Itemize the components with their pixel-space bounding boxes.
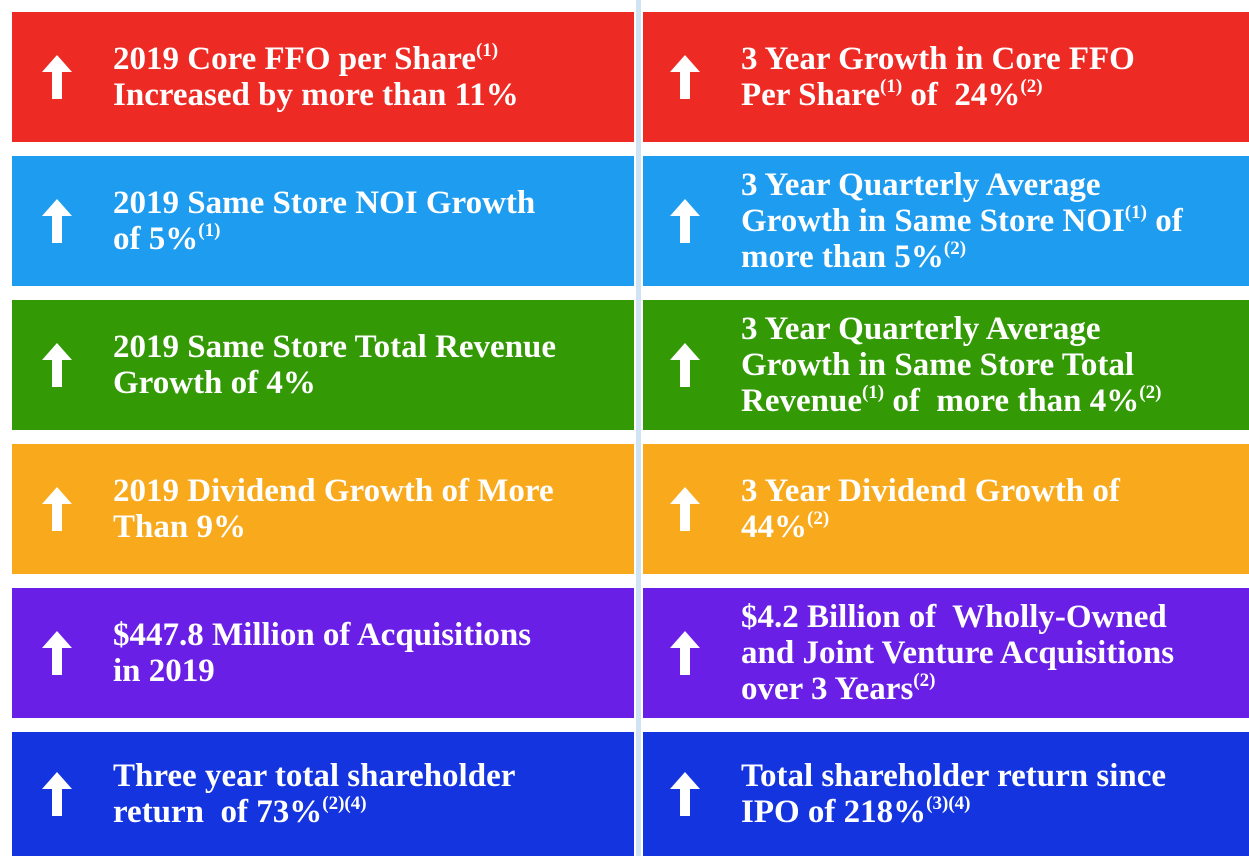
footnote-ref: (1) (198, 220, 221, 241)
text: 3 Year Quarterly Average (741, 311, 1101, 347)
text: $4.2 Billion of Wholly-Owned (741, 599, 1167, 635)
text-line: 3 Year Quarterly Average (741, 167, 1249, 203)
text-line: 3 Year Growth in Core FFO (741, 41, 1249, 77)
up-arrow-icon (670, 55, 700, 99)
footnote-ref: (1) (1124, 202, 1147, 223)
text: 2019 Same Store Total Revenue (113, 329, 557, 365)
text: 2019 Same Store NOI Growth (113, 185, 536, 221)
text-line: return of 73%(2)(4) (113, 794, 634, 830)
text-line: Per Share(1) of 24%(2) (741, 77, 1249, 113)
up-arrow-icon (670, 631, 700, 675)
text: Revenue (741, 383, 862, 419)
text-line: Increased by more than 11% (113, 77, 634, 113)
text: return of 73% (113, 794, 323, 830)
text: Growth in Same Store Total (741, 347, 1134, 383)
text-line: 2019 Core FFO per Share(1) (113, 41, 634, 77)
text: of 5% (113, 221, 199, 257)
text: and Joint Venture Acquisitions (741, 635, 1175, 671)
text: of (1146, 203, 1183, 239)
text-line: more than 5%(2) (741, 239, 1249, 275)
text-line: Growth in Same Store NOI(1) of (741, 203, 1249, 239)
text: of 24% (902, 77, 1021, 113)
text: $447.8 Million of Acquisitions (113, 617, 532, 653)
text-line: Than 9% (113, 509, 634, 545)
footnote-ref: (2) (1020, 76, 1043, 97)
footnote-ref: (1) (475, 40, 499, 61)
text-line: Growth in Same Store Total (741, 347, 1249, 383)
footnote-ref: (1) (861, 382, 885, 403)
text: more than 5% (741, 239, 944, 275)
text: Than 9% (113, 509, 246, 545)
text-line: Growth of 4% (113, 365, 634, 401)
up-arrow-icon (42, 772, 72, 816)
highlight-tile: Total shareholder return since IPO of 218… (643, 732, 1249, 856)
text: IPO of 218% (741, 794, 927, 830)
highlight-tile: 2019 Same Store Total Revenue Growth of 4… (12, 300, 634, 430)
footnote-ref: (2) (807, 508, 830, 529)
up-arrow-icon (670, 343, 700, 387)
text: 2019 Dividend Growth of More (113, 473, 554, 509)
text: over 3 Years (741, 671, 914, 707)
text-line: 2019 Dividend Growth of More (113, 473, 634, 509)
highlight-tile: $4.2 Billion of Wholly-Owned and Joint Ve… (643, 588, 1249, 718)
text-line: of 5%(1) (113, 221, 634, 257)
footnote-ref: (2) (943, 238, 967, 259)
text-line: 3 Year Quarterly Average (741, 311, 1249, 347)
highlight-tile: 3 Year Dividend Growth of 44%(2) (643, 444, 1249, 574)
text: Total shareholder return since (741, 758, 1167, 794)
highlight-tile: 2019 Core FFO per Share(1) Increased by m… (12, 12, 634, 142)
text-line: 3 Year Dividend Growth of (741, 473, 1249, 509)
highlight-tile: $447.8 Million of Acquisitions in 2019 (12, 588, 634, 718)
divider (636, 0, 641, 856)
footnote-ref: (2) (913, 670, 936, 691)
text: of more than 4% (884, 383, 1140, 419)
text-line: in 2019 (113, 653, 634, 689)
up-arrow-icon (670, 487, 700, 531)
up-arrow-icon (670, 199, 700, 243)
footnote-ref: (2)(4) (322, 793, 367, 814)
text-line: and Joint Venture Acquisitions (741, 635, 1249, 671)
footnote-ref: (2) (1139, 382, 1162, 403)
text: Growth of 4% (113, 365, 316, 401)
text-line: Total shareholder return since (741, 758, 1249, 794)
footnote-ref: (3)(4) (926, 793, 971, 814)
text-line: $447.8 Million of Acquisitions (113, 617, 634, 653)
text: Per Share (741, 77, 881, 113)
up-arrow-icon (42, 55, 72, 99)
up-arrow-icon (42, 631, 72, 675)
text-line: over 3 Years(2) (741, 671, 1249, 707)
text: Increased by more than 11% (113, 77, 519, 113)
text: Three year total shareholder (113, 758, 516, 794)
text: 2019 Core FFO per Share (113, 41, 476, 77)
text-line: $4.2 Billion of Wholly-Owned (741, 599, 1249, 635)
highlight-tile: Three year total shareholder return of 73… (12, 732, 634, 856)
text-line: IPO of 218%(3)(4) (741, 794, 1249, 830)
highlight-tile: 3 Year Growth in Core FFO Per Share(1) of… (643, 12, 1249, 142)
highlight-tile: 2019 Dividend Growth of More Than 9% (12, 444, 634, 574)
text: 3 Year Growth in Core FFO (741, 41, 1135, 77)
up-arrow-icon (42, 199, 72, 243)
text: 3 Year Dividend Growth of (741, 473, 1120, 509)
text: 3 Year Quarterly Average (741, 167, 1101, 203)
text-line: 2019 Same Store NOI Growth (113, 185, 634, 221)
highlight-tile: 3 Year Quarterly Average Growth in Same S… (643, 156, 1249, 286)
text-line: 2019 Same Store Total Revenue (113, 329, 634, 365)
text: in 2019 (113, 653, 215, 689)
text: 44% (741, 509, 807, 545)
text-line: Revenue(1) of more than 4%(2) (741, 383, 1249, 419)
text-line: 44%(2) (741, 509, 1249, 545)
highlight-tile: 2019 Same Store NOI Growth of 5%(1) (12, 156, 634, 286)
up-arrow-icon (42, 487, 72, 531)
up-arrow-icon (670, 772, 700, 816)
text: Growth in Same Store NOI (741, 203, 1125, 239)
up-arrow-icon (42, 343, 72, 387)
highlight-tile: 3 Year Quarterly Average Growth in Same S… (643, 300, 1249, 430)
footnote-ref: (1) (880, 76, 903, 97)
text-line: Three year total shareholder (113, 758, 634, 794)
